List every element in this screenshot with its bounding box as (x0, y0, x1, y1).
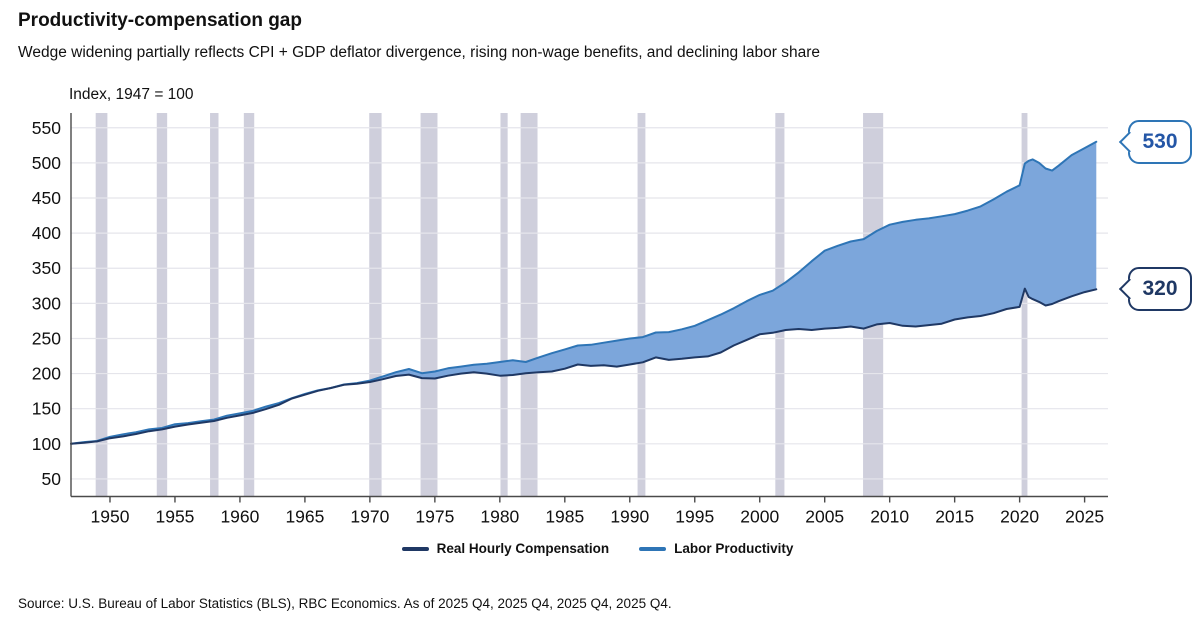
recession-band (420, 113, 438, 497)
x-tick-label: 2020 (1000, 507, 1039, 527)
recession-band (520, 113, 538, 497)
x-tick-label: 1960 (220, 507, 259, 527)
chart-title: Productivity-compensation gap (18, 10, 302, 31)
x-tick-label: 1955 (155, 507, 194, 527)
labor-productivity-line (70, 140, 1098, 445)
x-tick-label: 1950 (91, 507, 130, 527)
y-tick-label: 50 (42, 469, 62, 489)
x-tick-label: 1990 (610, 507, 649, 527)
callout-compensation-label: 320 (1142, 277, 1178, 301)
y-tick-label: 300 (32, 293, 61, 313)
x-tick-label: 1965 (285, 507, 324, 527)
recession-band (95, 113, 108, 497)
source-note: Source: U.S. Bureau of Labor Statistics … (18, 596, 672, 611)
recession-band (156, 113, 168, 497)
recession-band (1021, 113, 1028, 497)
x-tick-label: 1995 (675, 507, 714, 527)
x-tick-label: 2000 (740, 507, 779, 527)
x-tick-label: 1970 (350, 507, 389, 527)
legend-item-compensation: Real Hourly Compensation (401, 541, 610, 556)
recession-band (243, 113, 255, 497)
callout-compensation-end-value: 320 (1128, 267, 1192, 312)
x-tick-label: 1980 (480, 507, 519, 527)
y-tick-label: 200 (32, 364, 61, 384)
recession-band (369, 113, 382, 497)
recession-band (500, 113, 508, 497)
y-tick-label: 100 (32, 434, 61, 454)
y-tick-label: 400 (32, 223, 61, 243)
legend-label-compensation: Real Hourly Compensation (436, 541, 610, 556)
y-tick-label: 350 (32, 258, 61, 278)
legend-label-productivity: Labor Productivity (674, 541, 794, 556)
x-tick-label: 1985 (545, 507, 584, 527)
x-tick-label: 2025 (1065, 507, 1104, 527)
recession-band (637, 113, 646, 497)
x-tick-label: 2005 (805, 507, 844, 527)
callout-productivity-end-value: 530 (1128, 119, 1192, 164)
y-tick-label: 500 (32, 153, 61, 173)
compensation-line-swatch (401, 546, 429, 551)
real-hourly-compensation-line (70, 287, 1098, 445)
productivity-compensation-wedge (71, 141, 1097, 444)
y-tick-label: 150 (32, 399, 61, 419)
y-tick-label: 550 (32, 118, 61, 138)
productivity-line-swatch (639, 546, 667, 551)
x-tick-label: 2010 (870, 507, 909, 527)
legend-item-productivity: Labor Productivity (639, 541, 793, 556)
y-tick-label: 450 (32, 188, 61, 208)
recession-band (210, 113, 219, 497)
x-tick-label: 2015 (935, 507, 974, 527)
callout-productivity-label: 530 (1142, 129, 1178, 153)
chart-subtitle: Wedge widening partially reflects CPI + … (18, 44, 821, 61)
y-tick-label: 250 (32, 328, 61, 348)
x-tick-label: 1975 (415, 507, 454, 527)
legend: Real Hourly Compensation Labor Productiv… (0, 541, 1195, 556)
y-axis-unit-note: Index, 1947 = 100 (69, 86, 194, 103)
